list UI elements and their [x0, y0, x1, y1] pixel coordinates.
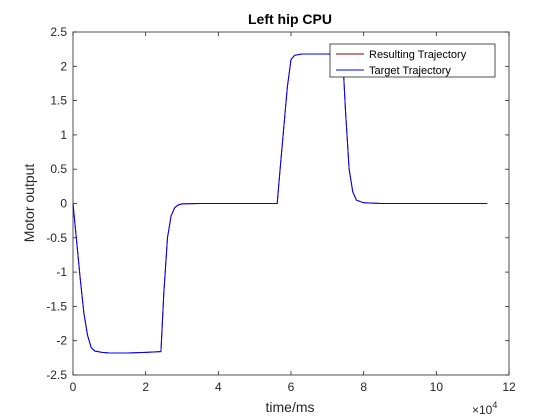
- y-tick-label: 1.5: [50, 94, 67, 108]
- y-tick-label: -2.5: [46, 368, 67, 382]
- y-tick-label: -2: [56, 334, 67, 348]
- y-axis-label: Motor output: [21, 164, 37, 243]
- x-exponent-base: ×10: [472, 403, 493, 417]
- x-tick-label: 6: [288, 380, 295, 394]
- y-tick-label: 1: [60, 128, 67, 142]
- y-tick-label: -1: [56, 265, 67, 279]
- y-tick-label: 2: [60, 59, 67, 73]
- y-tick-label: 0: [60, 197, 67, 211]
- x-exponent-power: 4: [492, 400, 497, 410]
- y-tick-label: -0.5: [46, 231, 67, 245]
- x-tick-label: 12: [502, 380, 516, 394]
- series-line-target: [72, 53, 488, 354]
- series-layer: [72, 53, 488, 354]
- legend-label-target: Target Trajectory: [369, 65, 451, 77]
- legend: Resulting Trajectory Target Trajectory: [329, 43, 496, 78]
- y-tick-label: 2.5: [50, 25, 67, 39]
- x-exponent-label: ×104: [472, 400, 497, 417]
- legend-label-resulting: Resulting Trajectory: [369, 49, 467, 61]
- x-tick-label: 2: [142, 380, 149, 394]
- x-tick-label: 8: [360, 380, 367, 394]
- chart-title: Left hip CPU: [248, 11, 332, 27]
- y-tick-label: 0.5: [50, 162, 67, 176]
- ticks-layer: 0 2 4 6 8 10 12 -2.5 -2 -1.5 -1 -0.5 0 0.5 1 1.5 2 2.5: [46, 25, 516, 394]
- legend-box: [329, 43, 496, 78]
- x-tick-label: 10: [430, 380, 444, 394]
- x-axis-label: time/ms: [266, 399, 315, 415]
- x-tick-label: 0: [70, 380, 77, 394]
- y-tick-label: -1.5: [46, 299, 67, 313]
- x-tick-label: 4: [215, 380, 222, 394]
